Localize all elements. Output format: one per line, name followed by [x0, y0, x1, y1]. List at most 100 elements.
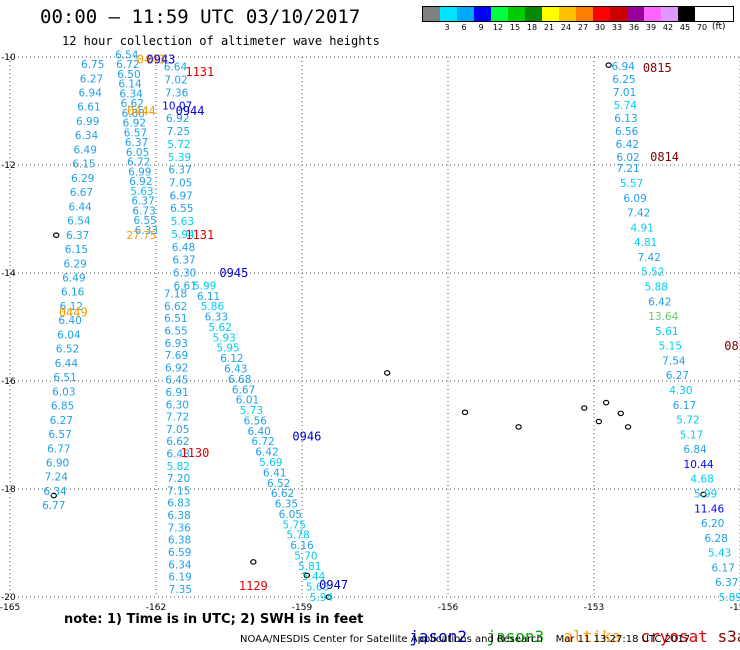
wave-height-label: 6.15: [65, 244, 88, 256]
wave-height-label: 5.95: [216, 343, 239, 355]
wave-height-label: 6.92: [129, 176, 152, 188]
wave-height-label: 6.25: [612, 74, 635, 86]
wave-height-label: 6.84: [683, 444, 707, 456]
wave-height-label: 6.37: [172, 255, 195, 267]
wave-height-label: 7.36: [165, 87, 189, 99]
wave-height-label: 6.92: [165, 362, 188, 374]
wave-height-label: 6.55: [164, 325, 187, 337]
wave-height-label: 5.82: [167, 461, 190, 473]
wave-height-label: 6.56: [615, 126, 639, 138]
legend-label: 3: [444, 23, 450, 32]
pass-time-label: 0944: [176, 104, 205, 118]
wave-height-label: 6.15: [72, 159, 95, 171]
wave-height-label: 6.77: [47, 443, 70, 455]
wave-height-label: 5.43: [708, 548, 731, 560]
wave-height-label: 6.62: [166, 436, 189, 448]
wave-height-label: 6.12: [60, 301, 83, 313]
wave-height-label: 6.05: [279, 509, 302, 521]
island-outline: [383, 370, 391, 376]
legend-swatch: [610, 7, 627, 21]
wave-height-label: 6.38: [167, 510, 190, 522]
pass-time-label: 0449: [59, 305, 88, 319]
wave-height-label: 6.48: [172, 242, 195, 254]
wave-height-label: 6.94: [612, 61, 636, 73]
legend-swatch: [593, 7, 610, 21]
wave-height-label: 5.70: [294, 550, 317, 562]
wave-height-label: 6.61: [174, 280, 197, 292]
wave-height-label: 6.12: [220, 353, 243, 365]
legend-label: 42: [662, 23, 674, 32]
wave-height-label: 6.93: [165, 338, 188, 350]
wave-height-label: 6.01: [236, 395, 259, 407]
wave-height-label: 5.78: [286, 530, 309, 542]
wave-height-label: 6.62: [164, 301, 187, 313]
wave-height-label: 6.37: [131, 196, 154, 208]
wave-height-label: 6.59: [168, 547, 191, 559]
wave-height-label: 7.01: [613, 87, 636, 99]
pass-time-label: 1131: [185, 228, 214, 242]
wave-height-label: 6.27: [50, 415, 73, 427]
wave-height-label: 5.57: [620, 178, 643, 190]
legend-label: 15: [509, 23, 521, 32]
wave-height-label: 6.17: [712, 562, 735, 574]
legend-swatch: [627, 7, 644, 21]
wave-height-label: 5.81: [298, 561, 321, 573]
pass-time-label: 0947: [319, 578, 348, 592]
chart-title: 00:00 — 11:59 UTC 03/10/2017: [40, 6, 361, 28]
wave-height-label: 6.05: [126, 147, 149, 159]
pass-time-label: 27.75: [126, 230, 156, 242]
island-outline: [605, 62, 612, 68]
wave-height-label: 6.45: [165, 375, 188, 387]
longitude-tick: -156: [438, 603, 459, 613]
pass-time-label: 1131: [185, 65, 214, 79]
pass-time-label: 0443: [137, 53, 166, 67]
wave-height-label: 6.16: [290, 540, 314, 552]
map-grid: [9, 56, 740, 598]
wave-height-label: 6.62: [271, 488, 294, 500]
wave-height-label: 6.51: [53, 372, 76, 384]
legend-swatch: [508, 7, 525, 21]
wave-height-label: 6.77: [42, 500, 65, 512]
wave-height-label: 5.63: [130, 186, 153, 198]
legend-label: 9: [478, 23, 484, 32]
legend-label: 45: [679, 23, 691, 32]
wave-height-label: 5.72: [167, 139, 190, 151]
wave-height-label: 6.27: [666, 370, 689, 382]
wave-height-label: 6.37: [715, 577, 738, 589]
wave-height-label: 5.52: [641, 267, 664, 279]
island-outline: [325, 594, 332, 600]
legend-label: 39: [645, 23, 657, 32]
island-outline: [624, 424, 632, 430]
wave-height-label: 6.41: [263, 467, 286, 479]
wave-height-label: 6.99: [128, 166, 151, 178]
wave-height-label: 6.55: [133, 215, 156, 227]
wave-height-label: 6.56: [244, 415, 268, 427]
wave-height-label: 6.04: [57, 329, 81, 341]
wave-height-label: 6.34: [75, 130, 99, 142]
wave-height-label: 6.34: [43, 486, 67, 498]
wave-height-label: 6.40: [58, 315, 81, 327]
wave-height-label: 5.75: [283, 519, 306, 531]
wave-height-label: 5.89: [719, 592, 740, 604]
island-outline: [617, 410, 624, 417]
wave-height-label: 7.18: [164, 289, 187, 301]
wave-height-label: 6.29: [63, 258, 86, 270]
wave-height-label: 7.02: [164, 75, 187, 87]
sat-altika: altika: [563, 627, 622, 646]
legend-swatch: [678, 7, 695, 21]
wave-height-label: 6.48: [166, 449, 189, 461]
legend-labels: 3 6 9 12 15 18 21 24 27 30 33 36 39 42 45 70: [422, 22, 734, 34]
island-outline: [461, 409, 469, 416]
wave-height-label: 6.50: [117, 69, 140, 81]
wave-height-label: 5.94: [171, 229, 195, 241]
wave-height-label: 6.67: [232, 384, 255, 396]
wave-height-label: 5.74: [614, 100, 638, 112]
wave-height-label: 6.29: [71, 173, 94, 185]
footer-note: note: 1) Time is in UTC; 2) SWH is in fe…: [64, 612, 364, 627]
legend-swatch: [457, 7, 474, 21]
wave-height-label: 5.44: [302, 571, 326, 583]
legend-swatch: [559, 7, 576, 21]
legend-label: 21: [543, 23, 555, 32]
pass-time-label: 0945: [219, 266, 248, 280]
